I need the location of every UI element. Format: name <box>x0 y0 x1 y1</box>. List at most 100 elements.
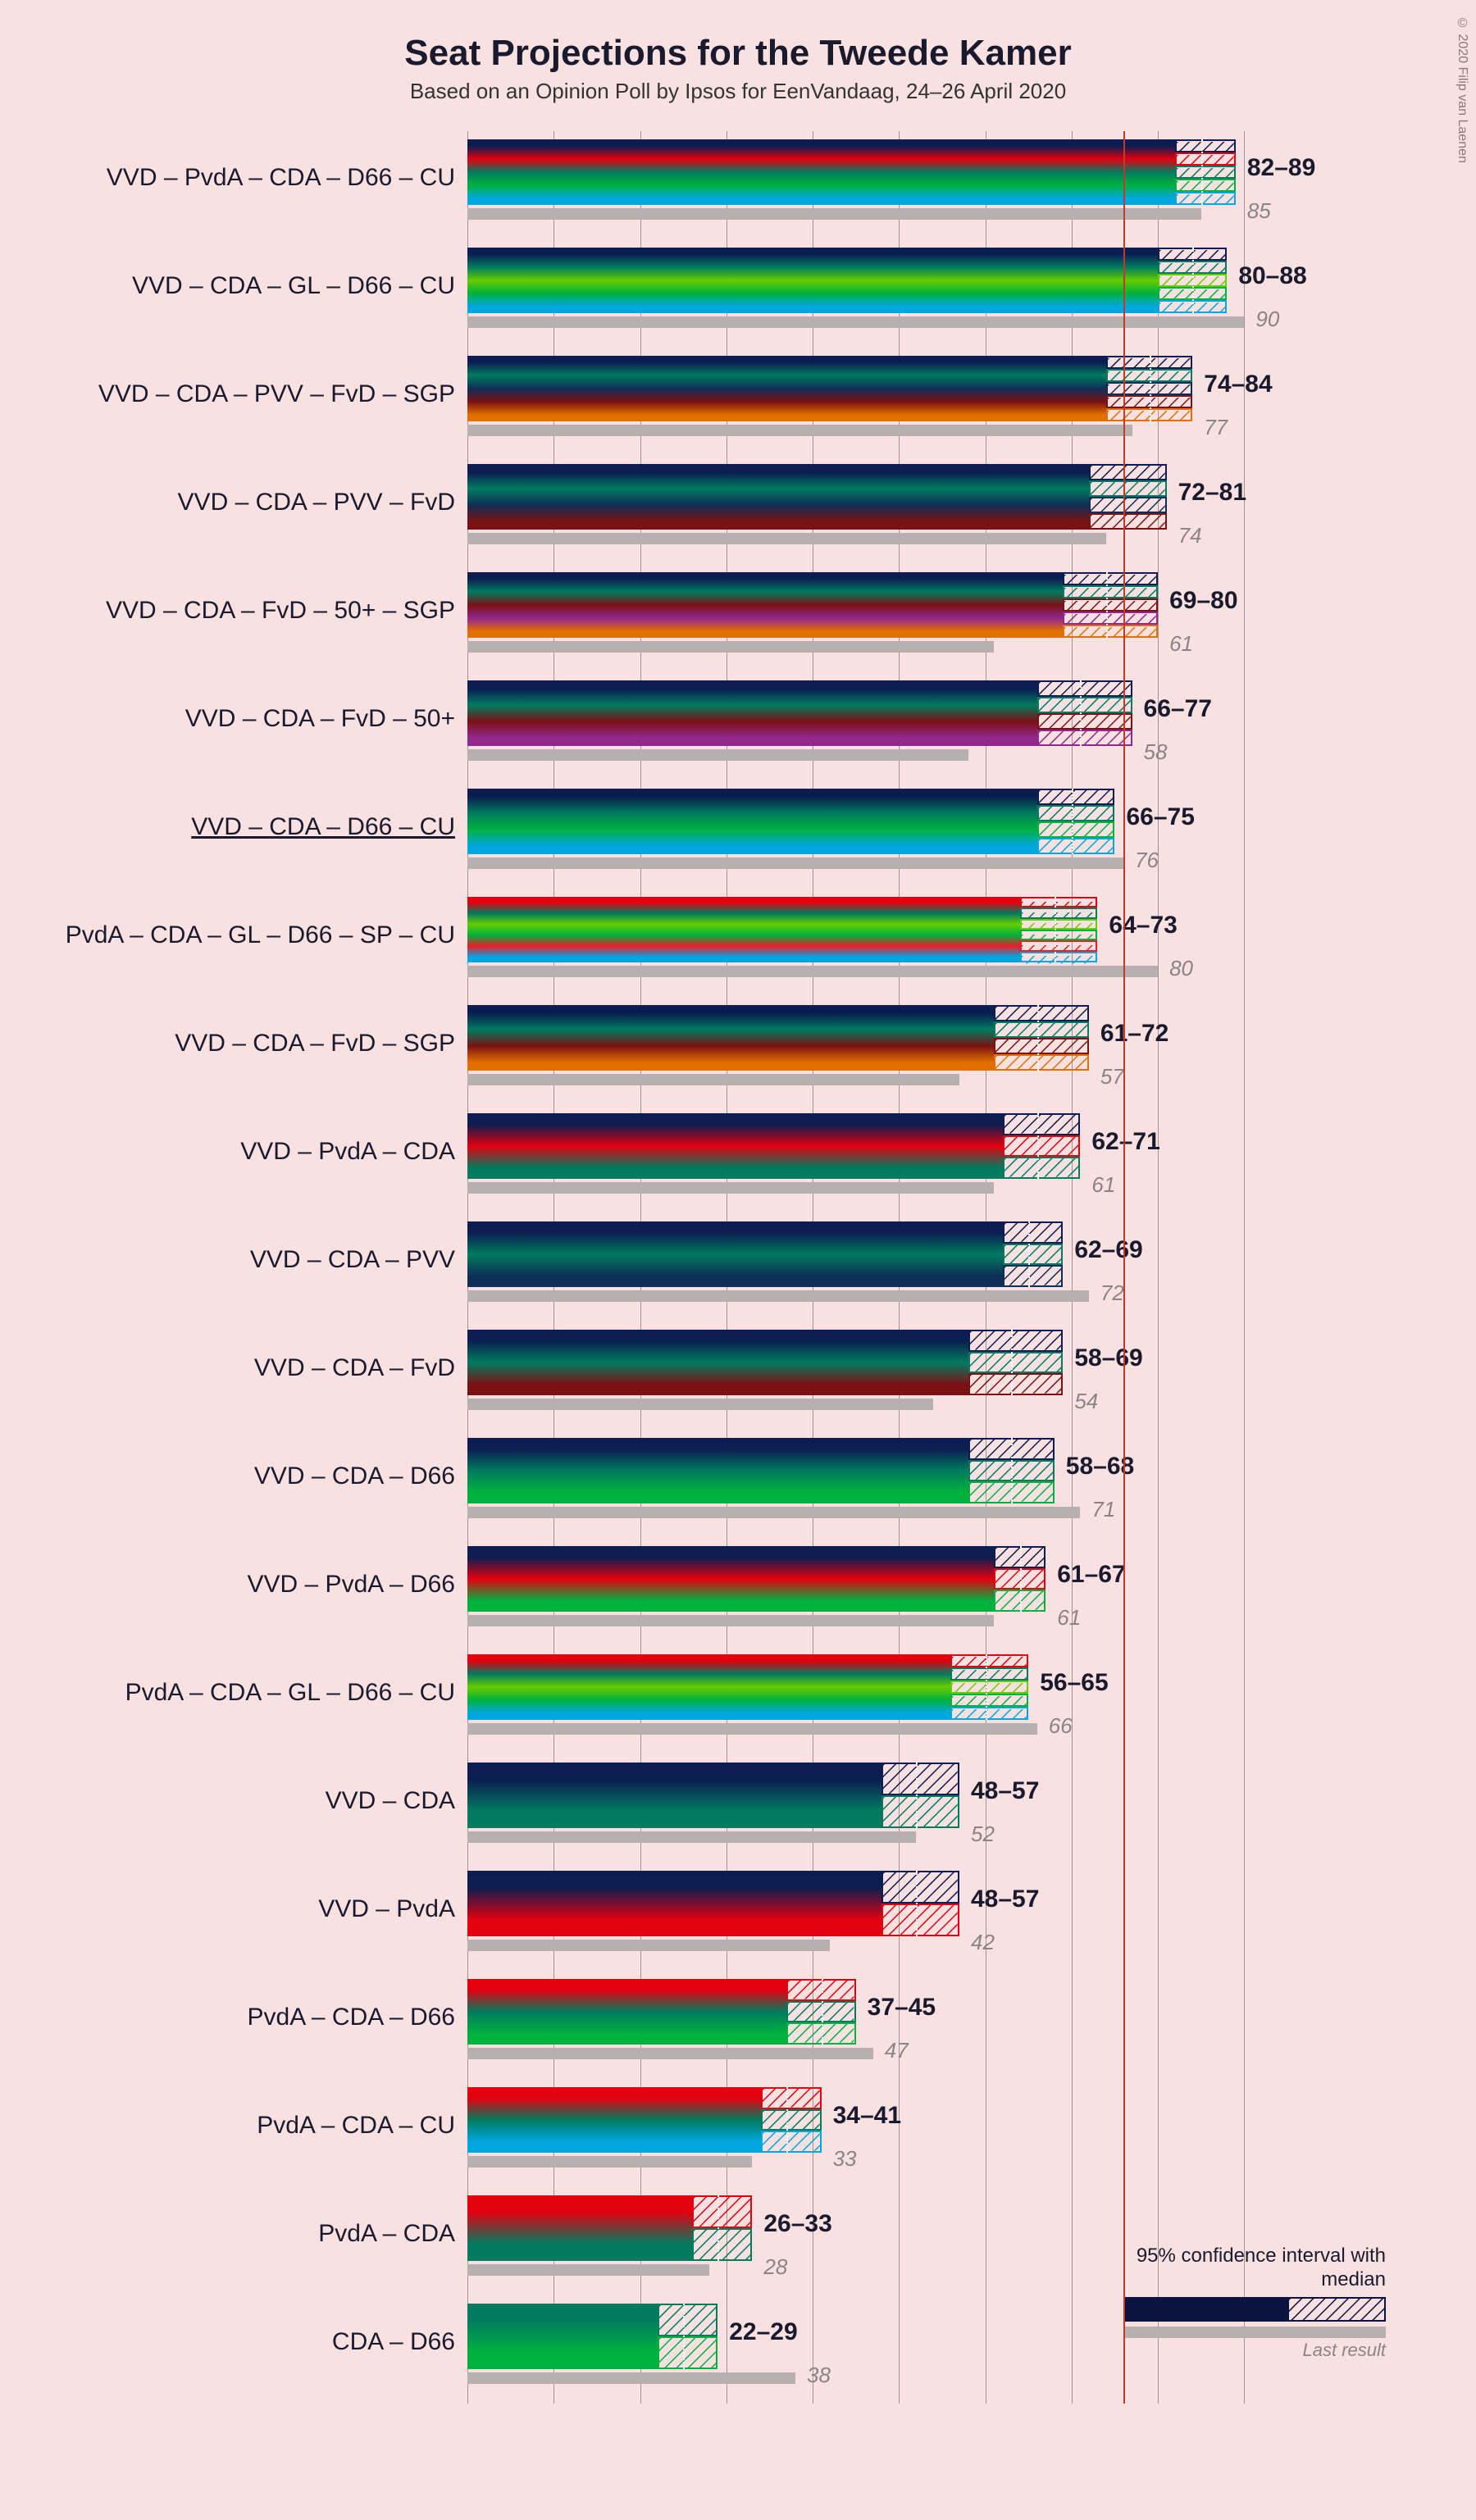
coalition-bars <box>467 1546 1046 1612</box>
hatch-icon <box>1039 807 1114 820</box>
hatch-icon <box>763 2132 820 2151</box>
ci-box <box>1063 572 1158 585</box>
last-result-bar <box>467 1723 1037 1735</box>
hatch-icon <box>883 1872 958 1902</box>
bar-solid <box>467 1221 1003 1287</box>
coalition-bars <box>467 2195 752 2261</box>
coalition-row: PvdA – CDA – GL – D66 – SP – CU 64–7380 <box>49 889 1427 997</box>
last-value-label: 58 <box>1144 739 1168 765</box>
legend-bar-example <box>1123 2297 1386 2322</box>
bar-solid <box>467 356 1106 421</box>
chart-area: VVD – PvdA – CDA – D66 – CU 82–8985VVD –… <box>49 131 1427 2443</box>
hatch-icon <box>659 2338 717 2368</box>
last-result-bar <box>467 1290 1089 1302</box>
ci-value-label: 62–69 <box>1074 1236 1142 1264</box>
hatch-icon <box>1039 823 1114 836</box>
median-line <box>786 2087 788 2153</box>
ci-box <box>1175 139 1236 152</box>
ci-box <box>1175 166 1236 179</box>
coalition-bars <box>467 2087 822 2153</box>
last-value-label: 54 <box>1074 1389 1098 1414</box>
median-line <box>1201 139 1203 205</box>
median-line <box>1055 897 1056 962</box>
coalition-bars <box>467 1871 959 1936</box>
coalition-bars <box>467 464 1167 530</box>
ci-value-label: 74–84 <box>1204 371 1272 398</box>
coalition-row: VVD – CDA – PVV – FvD – SGP 74–8477 <box>49 348 1427 456</box>
coalition-row: PvdA – CDA – GL – D66 – CU 56–6566 <box>49 1646 1427 1754</box>
hatch-icon <box>1039 698 1131 712</box>
legend-ci-swatch <box>1287 2297 1386 2322</box>
ci-value-label: 61–72 <box>1100 1020 1168 1048</box>
median-line <box>1011 1330 1013 1395</box>
median-line <box>1106 572 1108 638</box>
legend-last-swatch <box>1123 2327 1386 2338</box>
coalition-row: VVD – CDA – PVV – FvD 72–8174 <box>49 456 1427 564</box>
ci-box <box>1020 952 1098 962</box>
ci-box <box>1089 464 1167 480</box>
coalition-bars <box>467 1221 1063 1287</box>
ci-box <box>1037 789 1115 805</box>
median-line <box>1072 789 1073 854</box>
ci-box <box>1003 1113 1081 1135</box>
hatch-icon <box>1039 682 1131 695</box>
coalition-label: VVD – CDA – PVV <box>49 1246 455 1274</box>
ci-box <box>994 1021 1089 1038</box>
ci-box <box>994 1038 1089 1054</box>
coalition-label: PvdA – CDA – GL – D66 – CU <box>49 1679 455 1707</box>
bar-solid <box>467 1763 882 1828</box>
ci-box <box>658 2336 718 2369</box>
ci-box <box>1175 192 1236 205</box>
hatch-icon <box>763 2089 820 2108</box>
bar-solid <box>467 139 1175 205</box>
ci-box <box>950 1707 1028 1720</box>
ci-box <box>968 1373 1064 1395</box>
ci-box <box>950 1654 1028 1667</box>
coalition-bars <box>467 680 1132 746</box>
ci-box <box>968 1330 1064 1352</box>
ci-value-label: 37–45 <box>868 1994 936 2022</box>
coalition-row: VVD – CDA – FvD – SGP 61–7257 <box>49 997 1427 1105</box>
bar-solid <box>467 2195 692 2261</box>
coalition-label: PvdA – CDA – GL – D66 – SP – CU <box>49 921 455 949</box>
hatch-icon <box>952 1709 1027 1719</box>
ci-box <box>882 1795 959 1828</box>
hatch-icon <box>995 1039 1087 1053</box>
last-value-label: 61 <box>1169 631 1193 657</box>
last-result-bar <box>467 208 1201 220</box>
hatch-icon <box>1022 956 1096 963</box>
ci-value-label: 61–67 <box>1057 1561 1125 1589</box>
hatch-icon <box>1091 498 1165 512</box>
hatch-icon <box>995 1007 1087 1020</box>
ci-value-label: 22–29 <box>729 2318 797 2346</box>
ci-value-label: 34–41 <box>833 2102 901 2130</box>
hatch-icon <box>694 2230 751 2259</box>
last-result-bar <box>467 857 1123 869</box>
ci-box <box>1175 152 1236 166</box>
ci-box <box>1003 1221 1064 1244</box>
bar-solid <box>467 1005 994 1071</box>
median-line <box>822 1979 823 2045</box>
hatch-icon <box>970 1375 1062 1394</box>
median-line <box>1080 680 1082 746</box>
coalition-label: PvdA – CDA – CU <box>49 2112 455 2140</box>
coalition-bars <box>467 356 1192 421</box>
hatch-icon <box>883 1764 958 1794</box>
ci-box <box>1037 838 1115 854</box>
hatch-icon <box>1039 790 1114 803</box>
median-line <box>916 1871 918 1936</box>
bar-solid <box>467 464 1089 530</box>
coalition-label: VVD – CDA – D66 <box>49 1462 455 1490</box>
coalition-row: PvdA – CDA – CU 34–4133 <box>49 2079 1427 2187</box>
last-value-label: 72 <box>1100 1280 1124 1306</box>
last-result-bar <box>467 1831 916 1843</box>
hatch-icon <box>1177 194 1234 204</box>
coalition-bars <box>467 897 1097 962</box>
hatch-icon <box>1064 588 1156 598</box>
coalition-label: VVD – CDA – FvD – 50+ <box>49 705 455 733</box>
legend-last-label: Last result <box>1091 2340 1386 2361</box>
ci-value-label: 66–75 <box>1126 803 1194 831</box>
chart-title: Seat Projections for the Tweede Kamer <box>0 0 1476 74</box>
last-result-bar <box>467 2264 709 2276</box>
hatch-icon <box>659 2305 717 2335</box>
